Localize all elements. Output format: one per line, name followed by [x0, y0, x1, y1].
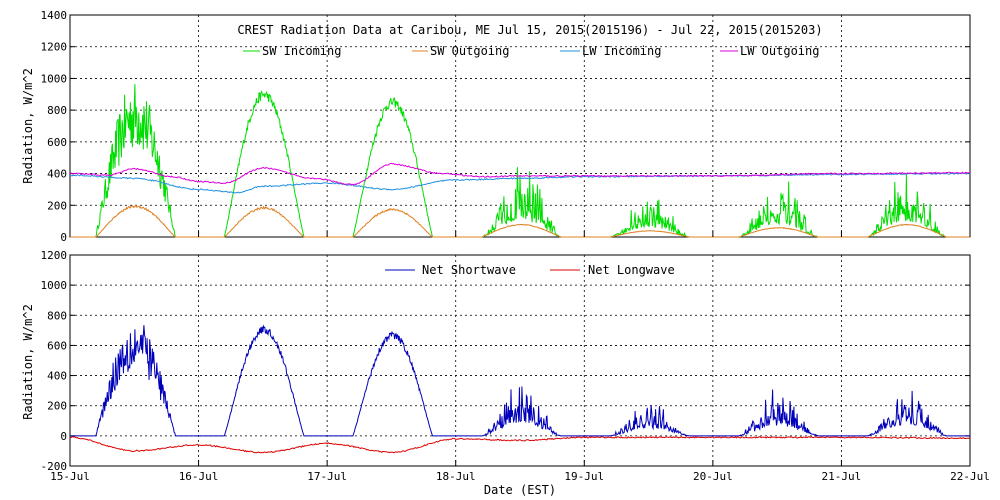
bottom-legend: Net Shortwave Net Longwave: [385, 263, 675, 277]
x-axis-label: Date (EST): [484, 483, 556, 497]
bottom-panel: -200 0 200 400 600 800 1000 1200 Net Shortwave …: [21, 231, 990, 497]
top-ytick-label: 1000: [41, 72, 68, 85]
xtick-label: 15-Jul: [50, 470, 90, 483]
top-ytick-label: 0: [60, 231, 67, 244]
top-ytick-label: 400: [47, 168, 67, 181]
bottom-y-axis-label: Radiation, W/m^2: [21, 304, 35, 420]
bottom-ytick-label: 1200: [41, 249, 68, 262]
top-series: [69, 84, 971, 238]
xtick-label: 22-Jul: [950, 470, 990, 483]
xtick-label: 19-Jul: [564, 470, 604, 483]
legend-net-shortwave: Net Shortwave: [422, 263, 516, 277]
top-ytick-label: 200: [47, 199, 67, 212]
bottom-ytick-label: -200: [41, 460, 68, 473]
bottom-ytick-label: 200: [47, 400, 67, 413]
bottom-ytick-label: 800: [47, 309, 67, 322]
xtick-label: 21-Jul: [822, 470, 862, 483]
x-ticks: 15-Jul 16-Jul 17-Jul 18-Jul 19-Jul 20-Jul 21-J…: [50, 231, 990, 483]
bottom-grid: [70, 255, 970, 466]
legend-lw-incoming: LW Incoming: [582, 44, 661, 58]
top-y-axis-label: Radiation, W/m^2: [21, 68, 35, 184]
series-sw-incoming-line: [70, 84, 970, 238]
series-sw-outgoing-line: [70, 204, 970, 238]
bottom-ytick-label: 0: [60, 430, 67, 443]
top-legend: SW Incoming SW Outgoing LW Incoming LW O…: [243, 44, 819, 58]
series-net-longwave-line: [69, 436, 971, 454]
top-ytick-label: 800: [47, 104, 67, 117]
bottom-series: [69, 324, 971, 454]
series-net-shortwave-line: [70, 324, 970, 437]
legend-lw-outgoing: LW Outgoing: [740, 44, 819, 58]
legend-sw-incoming: SW Incoming: [262, 44, 341, 58]
top-grid: [70, 15, 970, 237]
top-plot-frame: [69, 14, 971, 238]
xtick-label: 16-Jul: [179, 470, 219, 483]
xtick-label: 20-Jul: [693, 470, 733, 483]
top-panel: 0 200 400 600 800 1000 1200 1400 CREST Radiatio…: [21, 9, 971, 244]
top-ytick-label: 1400: [41, 9, 68, 22]
bottom-ytick-label: 400: [47, 370, 67, 383]
bottom-ytick-label: 1000: [41, 279, 68, 292]
xtick-label: 17-Jul: [307, 470, 347, 483]
bottom-y-ticks: -200 0 200 400 600 800 1000 1200: [41, 249, 970, 473]
series-lw-incoming-line: [69, 172, 971, 194]
bottom-ytick-label: 600: [47, 339, 67, 352]
bottom-plot-frame: [69, 254, 971, 467]
top-ytick-label: 600: [47, 136, 67, 149]
chart-title: CREST Radiation Data at Caribou, ME Jul …: [237, 23, 822, 37]
series-lw-outgoing-line: [69, 162, 970, 186]
legend-sw-outgoing: SW Outgoing: [430, 44, 509, 58]
xtick-label: 18-Jul: [436, 470, 476, 483]
legend-net-longwave: Net Longwave: [588, 263, 675, 277]
top-ytick-label: 1200: [41, 41, 68, 54]
